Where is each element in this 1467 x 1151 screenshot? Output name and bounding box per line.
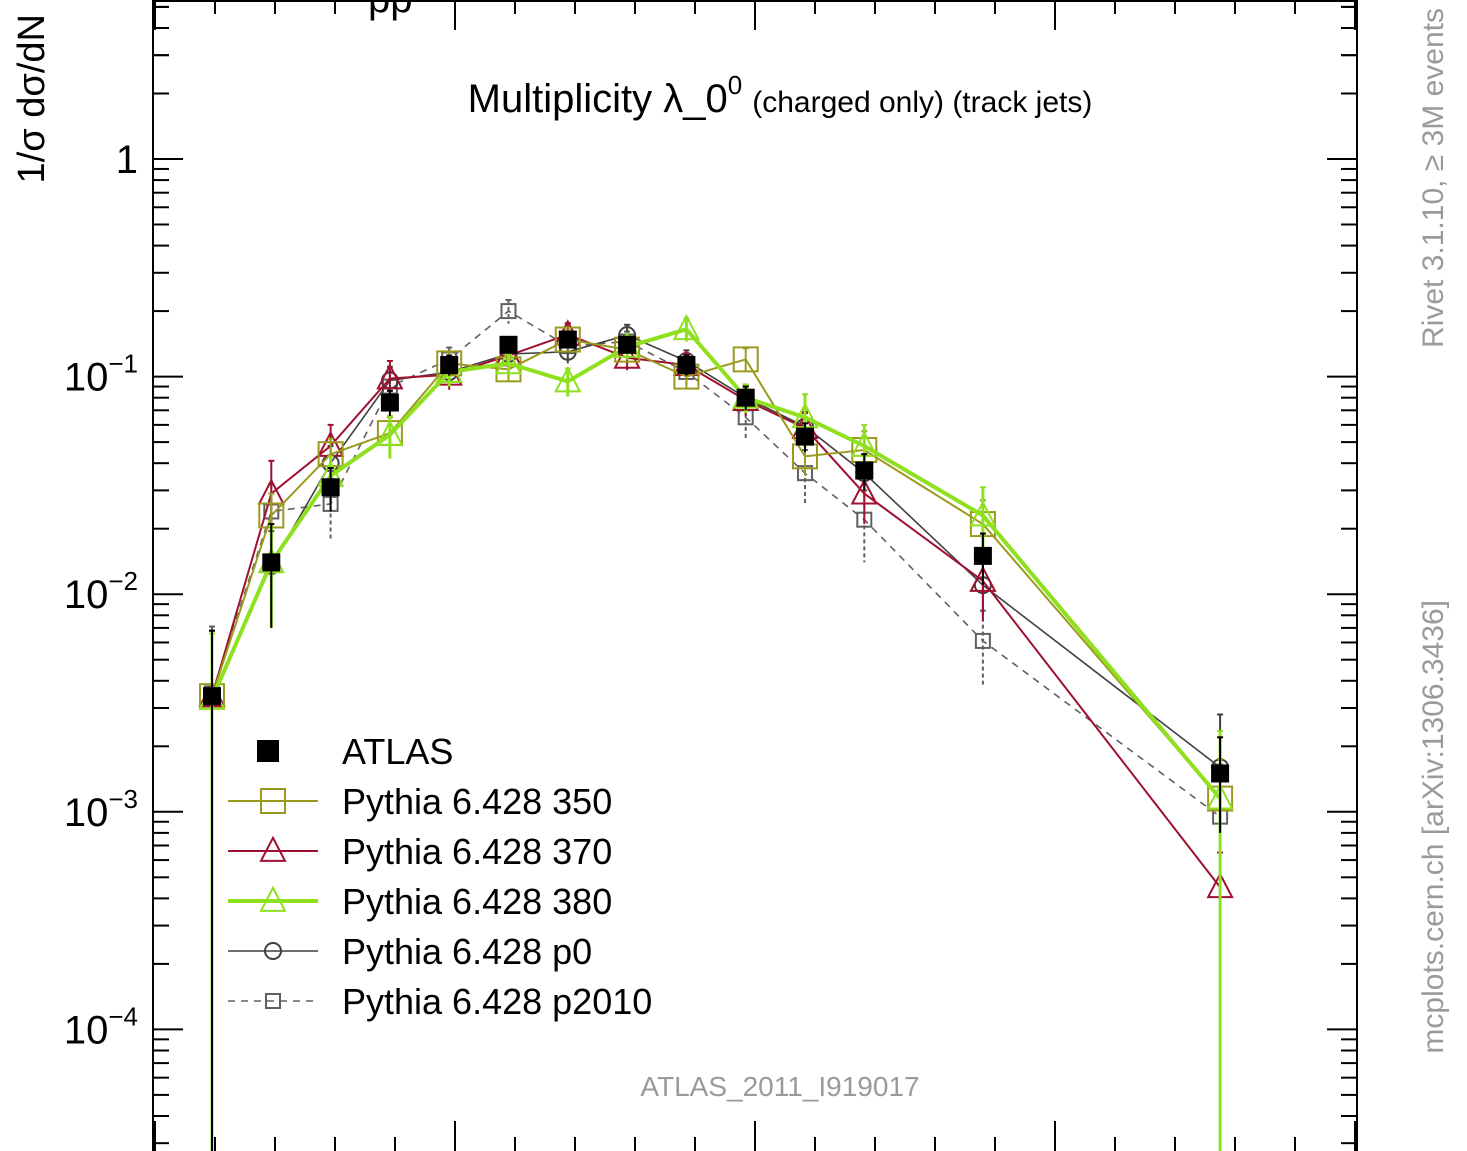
- watermark: ATLAS_2011_I919017: [640, 1071, 919, 1102]
- legend-item: Pythia 6.428 370: [228, 831, 612, 872]
- legend-label: Pythia 6.428 380: [342, 881, 612, 922]
- axis-ticks: 1 10−1 10−2 10−3 10−4: [64, 0, 1357, 1151]
- legend-marker: [264, 942, 282, 960]
- data-marker: [494, 348, 523, 375]
- data-marker: [677, 356, 696, 375]
- legend-marker: [259, 885, 287, 912]
- data-marker: [376, 363, 404, 390]
- data-marker: [500, 303, 517, 320]
- legend: ATLAS Pythia 6.428 350 Pythia 6.428 370 Pyt…: [228, 731, 652, 1022]
- legend-label: Pythia 6.428 370: [342, 831, 612, 872]
- data-marker: [796, 427, 814, 446]
- y-tick-label: 10−3: [64, 784, 138, 835]
- legend-item: Pythia 6.428 350: [228, 781, 612, 822]
- data-marker: [499, 335, 518, 354]
- y-axis-label: 1/σ dσ/dN: [11, 14, 53, 183]
- legend-label: Pythia 6.428 p2010: [342, 981, 652, 1022]
- data-marker: [1211, 764, 1230, 783]
- chart-title-superscript: 0: [728, 70, 742, 100]
- legend-marker: [257, 740, 279, 762]
- data-marker: [262, 553, 281, 572]
- header-partial: pp: [368, 0, 413, 21]
- data-marker: [554, 326, 581, 353]
- plot-frame: [152, 0, 1358, 1151]
- y-tick-label: 10−2: [64, 566, 138, 617]
- data-marker: [732, 346, 759, 373]
- data-marker: [850, 478, 878, 505]
- data-marker: [855, 461, 874, 480]
- y-tick-label: 10−4: [64, 1001, 138, 1052]
- data-marker: [736, 388, 755, 407]
- legend-item: Pythia 6.428 p2010: [228, 981, 652, 1022]
- legend-item: Pythia 6.428 p0: [228, 931, 592, 972]
- data-marker: [973, 546, 992, 565]
- data-marker: [321, 478, 340, 497]
- series-group: [198, 298, 1234, 1151]
- data-marker: [380, 393, 399, 412]
- data-marker: [672, 313, 701, 341]
- side-text-top: Rivet 3.1.10, ≥ 3M events: [1417, 8, 1450, 348]
- legend-marker: [259, 835, 287, 862]
- legend-label: ATLAS: [342, 731, 453, 772]
- data-marker: [554, 366, 582, 393]
- legend-label: Pythia 6.428 p0: [342, 931, 592, 972]
- y-tick-label: 10−1: [64, 349, 138, 400]
- chart-title: Multiplicity λ_00 (charged only) (track j…: [468, 70, 1093, 121]
- legend-marker: [260, 788, 286, 814]
- data-marker: [974, 632, 991, 649]
- data-marker: [440, 356, 459, 375]
- data-marker: [969, 565, 997, 592]
- series-line: [211, 334, 1221, 769]
- legend-label: Pythia 6.428 350: [342, 781, 612, 822]
- chart-title-main: Multiplicity λ_0: [468, 77, 728, 121]
- series-atlas: [203, 330, 1230, 1151]
- side-text-bottom: mcplots.cern.ch [arXiv:1306.3436]: [1417, 600, 1450, 1054]
- chart-title-suffix: (charged only) (track jets): [752, 86, 1092, 119]
- legend-item: ATLAS: [257, 731, 453, 772]
- data-marker: [376, 419, 404, 446]
- series-line: [210, 326, 1222, 800]
- data-marker: [618, 335, 637, 354]
- legend-marker: [265, 993, 281, 1009]
- data-marker: [969, 500, 997, 527]
- data-marker: [203, 687, 221, 706]
- series-line: [211, 333, 1221, 888]
- data-marker: [558, 330, 577, 349]
- legend-item: Pythia 6.428 380: [228, 881, 612, 922]
- series-line: [211, 310, 1221, 818]
- y-tick-label: 1: [116, 138, 138, 182]
